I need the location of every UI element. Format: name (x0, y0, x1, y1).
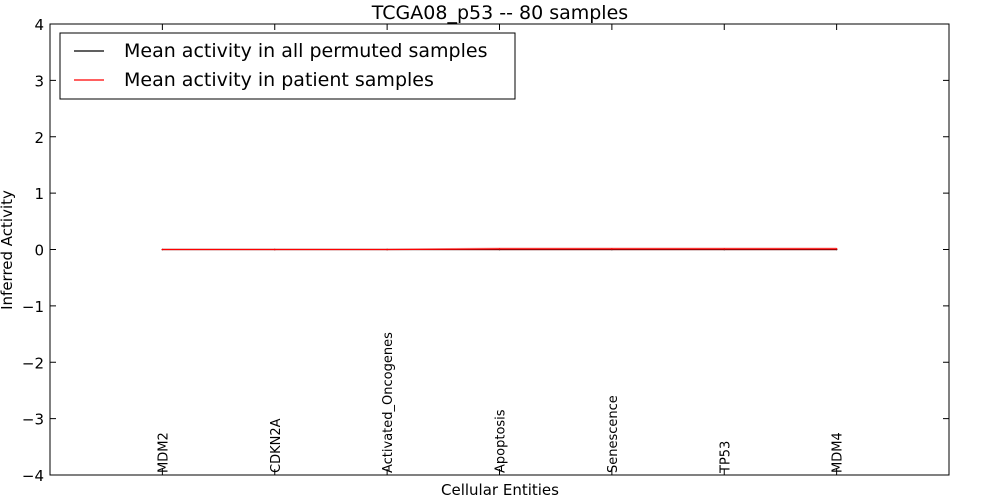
series-layer (161, 248, 838, 251)
x-tick-label: Senescence (606, 395, 621, 473)
y-tick-label: 4 (34, 16, 44, 34)
y-tick-label: 3 (34, 72, 44, 90)
y-tick-label: 1 (34, 185, 44, 203)
y-tick-label: −3 (22, 411, 44, 429)
y-axis-label: Inferred Activity (0, 190, 16, 310)
series-1-point (498, 248, 501, 250)
series-1-point (835, 248, 838, 250)
plot-area-frame (49, 23, 950, 476)
chart-title: TCGA08_p53 -- 80 samples (371, 2, 628, 24)
legend-frame (59, 32, 516, 100)
legend-label-permuted: Mean activity in all permuted samples (124, 40, 487, 62)
series-1-point (723, 248, 726, 250)
y-tick-label: −4 (22, 467, 44, 485)
legend-label-patient: Mean activity in patient samples (124, 69, 434, 91)
y-tick-label: −1 (22, 298, 44, 316)
x-ticks: MDM2 CDKN2A Activated_Oncogenes Apoptosis Se… (156, 24, 846, 475)
y-tick-label: 0 (34, 242, 44, 260)
x-tick-label: MDM2 (156, 432, 171, 473)
series-1-point (611, 248, 613, 250)
series-1-point (386, 248, 388, 251)
x-tick-label: MDM4 (831, 432, 846, 473)
x-axis-label: Cellular Entities (441, 481, 559, 499)
series-1-point (273, 248, 276, 251)
x-tick-label: CDKN2A (269, 418, 284, 473)
legend: Mean activity in all permuted samples Me… (59, 32, 516, 100)
y-tick-label: −2 (22, 354, 44, 372)
x-tick-label: Activated_Oncogenes (381, 332, 396, 473)
y-tick-label: 2 (34, 129, 44, 147)
series-1-point (161, 248, 164, 251)
x-tick-label: TP53 (718, 441, 733, 474)
x-tick-label: Apoptosis (494, 409, 509, 473)
